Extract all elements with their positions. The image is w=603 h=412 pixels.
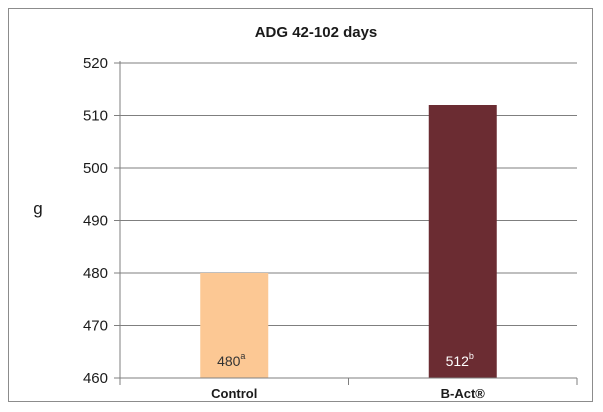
category-label-1: Control [211,386,257,401]
y-axis-label: g [33,199,42,218]
y-tick-label-520: 520 [83,55,108,72]
bar-value-label-1: 480a [217,351,245,369]
axes [119,61,578,385]
bar-value-label-2: 512b [446,351,474,369]
category-labels: Control B-Act® [211,386,485,401]
y-tick-label-460: 460 [83,370,108,387]
bar-1 [200,273,269,378]
bar-2 [428,105,497,378]
gridlines [120,62,577,326]
y-tick-label-470: 470 [83,318,108,335]
bars: 480a 512b [200,105,497,378]
y-tick-label-490: 490 [83,213,108,230]
y-tick-label-480: 480 [83,265,108,282]
y-tick-labels: 460 470 480 490 500 510 520 [83,55,120,387]
chart-title: ADG 42-102 days [255,24,378,41]
y-tick-label-510: 510 [83,108,108,125]
y-tick-label-500: 500 [83,160,108,177]
category-label-2: B-Act® [441,386,486,401]
